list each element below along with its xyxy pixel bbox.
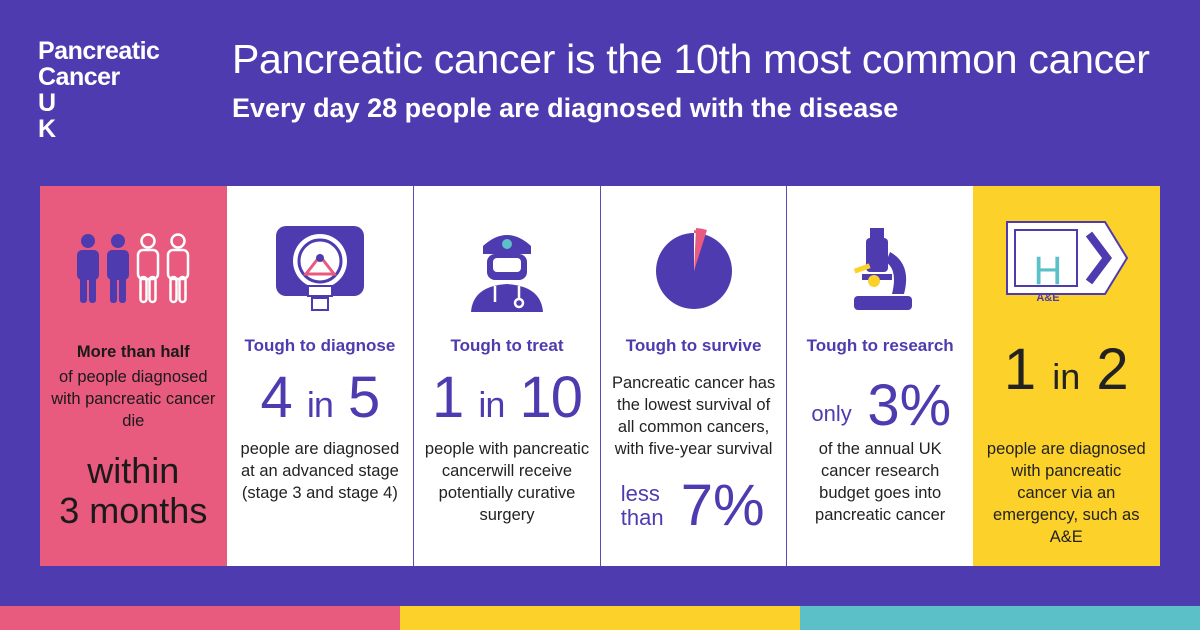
research-desc: of the annual UK cancer research budget …: [815, 440, 946, 524]
research-pct: 3%: [867, 373, 952, 438]
diagnose-stat: 4 in 5: [227, 364, 414, 431]
mortality-big-line: 3 months: [59, 490, 208, 531]
stat-value: 1: [1003, 337, 1037, 402]
diagnose-desc: people are diagnosed at an advanced stag…: [240, 440, 400, 502]
diagnose-title: Tough to diagnose: [244, 336, 396, 355]
research-title: Tough to research: [806, 336, 954, 355]
stat-in: in: [1052, 356, 1081, 397]
logo-line: K: [38, 115, 56, 143]
logo-line: Cancer: [38, 63, 120, 91]
treat-stat: 1 in 10: [414, 364, 600, 431]
mortality-desc: of people diagnosed with pancreatic canc…: [51, 368, 216, 430]
microscope-icon: [787, 226, 973, 311]
stat-in: in: [478, 384, 505, 425]
mortality-big-line: within: [87, 450, 180, 491]
logo-line: Pancreatic: [38, 37, 160, 65]
logo-line: U: [38, 89, 56, 117]
logo: Pancreatic Cancer U K: [38, 38, 188, 142]
emergency-desc: people are diagnosed with pancreatic can…: [986, 440, 1146, 546]
panel-treat: Tough to treat 1 in 10 people with pancr…: [413, 186, 600, 566]
stat-panels: More than half of people diagnosed with …: [40, 186, 1160, 566]
treat-desc: people with pancreatic cancerwill receiv…: [424, 440, 590, 524]
stat-value: 10: [519, 365, 584, 430]
survive-desc: Pancreatic cancer has the lowest surviva…: [611, 374, 776, 458]
footer-bar-yellow: [400, 606, 800, 630]
survive-less: less: [620, 481, 660, 506]
footer-bar-teal: [800, 606, 1200, 630]
people-icon: [40, 226, 227, 311]
survive-title: Tough to survive: [625, 336, 762, 355]
emergency-stat: 1 in 2: [973, 336, 1160, 403]
panel-diagnose: Tough to diagnose 4 in 5 people are diag…: [226, 186, 414, 566]
stat-value: 2: [1096, 337, 1129, 402]
surgeon-icon: [414, 226, 600, 312]
footer-bar-pink: [0, 606, 400, 630]
stat-value: 5: [348, 365, 380, 430]
stat-value: 4: [260, 365, 292, 430]
panel-survive: Tough to survive Pancreatic cancer has t…: [599, 186, 787, 566]
mortality-big: within 3 months: [40, 451, 227, 531]
scanner-icon: [227, 225, 414, 311]
headline: Pancreatic cancer is the 10th most commo…: [232, 36, 1150, 82]
stat-in: in: [306, 384, 334, 425]
footer-color-bars: [0, 606, 1200, 630]
sign-h: H: [1033, 249, 1063, 293]
stat-value: 1: [431, 365, 464, 430]
treat-title: Tough to treat: [450, 336, 564, 355]
mortality-bold: More than half: [76, 343, 190, 361]
survive-than: than: [620, 505, 664, 530]
subheadline: Every day 28 people are diagnosed with t…: [232, 93, 899, 123]
hospital-sign-icon: H A&E: [973, 218, 1160, 304]
panel-mortality: More than half of people diagnosed with …: [40, 186, 227, 566]
panel-research: Tough to research only 3% of the annual …: [786, 186, 973, 566]
sign-text: H A&E: [1017, 250, 1079, 304]
survive-less-than: less than: [621, 482, 664, 530]
sign-ae: A&E: [1036, 292, 1060, 304]
pie-icon: [601, 226, 787, 311]
research-only: only: [811, 401, 852, 426]
panel-emergency: H A&E 1 in 2 people are diagnosed with p…: [972, 186, 1160, 566]
survive-pct: 7%: [680, 473, 765, 538]
